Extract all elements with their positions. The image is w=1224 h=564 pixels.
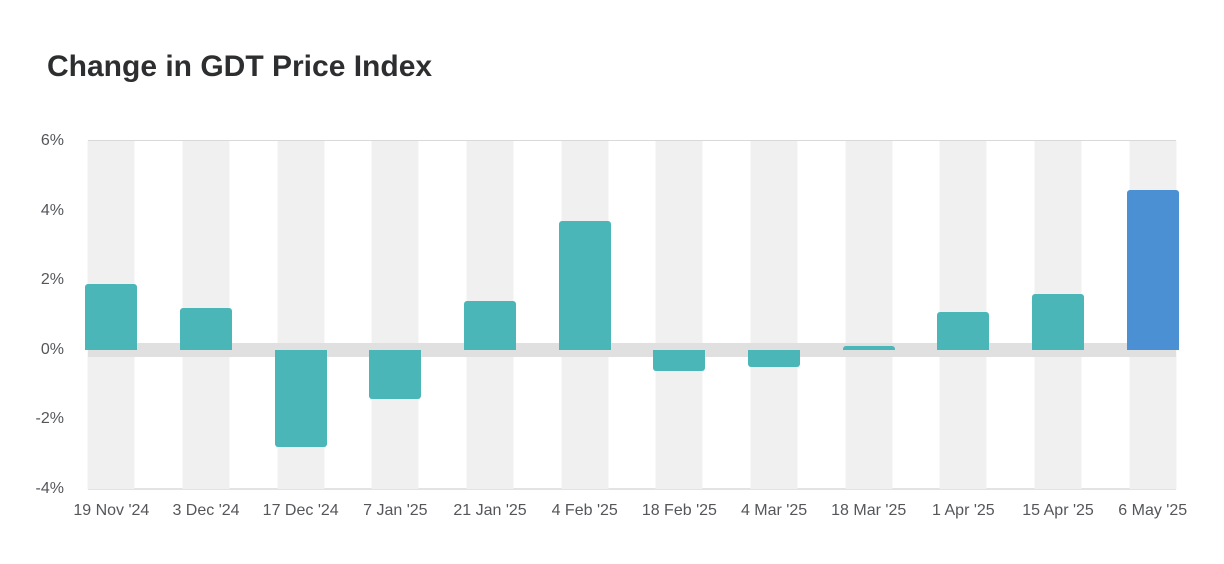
category-cell — [537, 141, 632, 489]
x-axis-label: 7 Jan '25 — [363, 502, 428, 519]
bar[interactable] — [369, 349, 422, 399]
category-cell — [159, 141, 254, 489]
x-axis-label: 18 Mar '25 — [831, 502, 907, 519]
category-cell — [1105, 141, 1200, 489]
y-axis-label: 0% — [40, 340, 64, 358]
zero-line-band — [88, 343, 1176, 357]
x-axis-label: 4 Mar '25 — [740, 502, 808, 519]
y-axis-label: 6% — [40, 132, 64, 149]
bar[interactable] — [85, 283, 138, 350]
category-stripe — [845, 141, 893, 489]
category-stripe — [750, 141, 798, 489]
y-axis-label: -2% — [35, 410, 64, 428]
bar[interactable] — [464, 301, 517, 350]
y-axis-label: 2% — [40, 271, 64, 289]
category-cell — [348, 141, 443, 489]
category-cell — [821, 141, 916, 489]
bar[interactable] — [748, 349, 801, 368]
category-cell — [253, 141, 348, 489]
chart-title: Change in GDT Price Index — [47, 50, 433, 83]
bar[interactable] — [558, 221, 611, 350]
category-cell — [64, 141, 159, 489]
x-axis-label: 21 Jan '25 — [453, 502, 527, 519]
category-cell — [916, 141, 1011, 489]
bar[interactable] — [842, 346, 895, 350]
bar[interactable] — [1126, 189, 1179, 350]
bar[interactable] — [1032, 294, 1085, 350]
x-axis: 19 Nov '24 3 Dec '24 17 Dec '24 7 Jan '25 21… — [64, 501, 1200, 521]
category-cell — [632, 141, 727, 489]
x-axis-label: 17 Dec '24 — [262, 502, 339, 519]
y-axis-label: 4% — [40, 201, 64, 219]
category-stripe — [371, 141, 419, 489]
x-axis-label: 4 Feb '25 — [551, 502, 618, 519]
bar[interactable] — [180, 308, 232, 350]
x-axis-label: 6 May '25 — [1118, 502, 1188, 519]
bar[interactable] — [274, 349, 327, 448]
plot-area — [64, 141, 1200, 489]
bar[interactable] — [653, 349, 706, 371]
x-axis-label: 15 Apr '25 — [1022, 502, 1094, 519]
bar[interactable] — [937, 311, 990, 350]
category-cell — [1011, 141, 1106, 489]
category-cell — [443, 141, 538, 489]
x-axis-label: 18 Feb '25 — [641, 502, 717, 519]
category-cell — [727, 141, 822, 489]
x-axis-label: 3 Dec '24 — [172, 502, 240, 519]
y-axis-label: -4% — [35, 480, 64, 497]
x-axis-label: 19 Nov '24 — [73, 502, 150, 519]
plot-top-border — [88, 140, 1176, 141]
x-axis-line — [88, 488, 1176, 490]
category-stripe — [655, 141, 703, 489]
x-axis-label: 1 Apr '25 — [932, 502, 995, 519]
